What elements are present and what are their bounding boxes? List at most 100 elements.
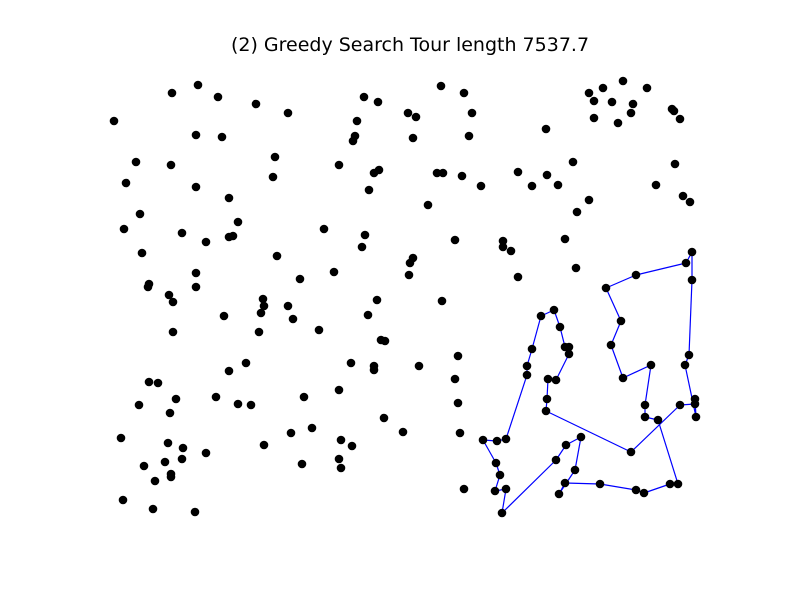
city-point bbox=[259, 440, 269, 450]
tour-segment bbox=[605, 274, 637, 289]
tour-segment bbox=[644, 364, 652, 406]
city-point bbox=[490, 486, 500, 496]
city-point bbox=[561, 440, 571, 450]
city-point bbox=[272, 251, 282, 261]
city-point bbox=[191, 268, 201, 278]
tour-layer bbox=[482, 251, 697, 514]
city-point bbox=[613, 118, 623, 128]
city-point bbox=[346, 358, 356, 368]
chart-title: (2) Greedy Search Tour length 7537.7 bbox=[230, 34, 590, 56]
city-point bbox=[691, 412, 701, 422]
city-point bbox=[283, 301, 293, 311]
city-point bbox=[109, 116, 119, 126]
city-point bbox=[405, 258, 415, 268]
city-point bbox=[360, 230, 370, 240]
city-point bbox=[642, 83, 652, 93]
city-point bbox=[134, 400, 144, 410]
city-point bbox=[246, 400, 256, 410]
city-point bbox=[551, 375, 561, 385]
city-point bbox=[178, 443, 188, 453]
city-point bbox=[118, 495, 128, 505]
city-point bbox=[160, 457, 170, 467]
city-point bbox=[144, 377, 154, 387]
city-point bbox=[646, 360, 656, 370]
city-point bbox=[369, 168, 379, 178]
city-point bbox=[380, 336, 390, 346]
city-point bbox=[492, 436, 502, 446]
city-point bbox=[685, 197, 695, 207]
city-point bbox=[601, 283, 611, 293]
city-point bbox=[233, 399, 243, 409]
city-point bbox=[626, 108, 636, 118]
city-point bbox=[251, 99, 261, 109]
city-point bbox=[357, 242, 367, 252]
city-point bbox=[137, 248, 147, 258]
tour-segment bbox=[574, 436, 582, 471]
city-point bbox=[542, 394, 552, 404]
city-point bbox=[595, 479, 605, 489]
city-point bbox=[191, 282, 201, 292]
city-point bbox=[478, 435, 488, 445]
city-point bbox=[256, 308, 266, 318]
city-point bbox=[576, 432, 586, 442]
city-point bbox=[190, 507, 200, 517]
city-point bbox=[336, 435, 346, 445]
city-point bbox=[268, 172, 278, 182]
city-point bbox=[549, 305, 559, 315]
city-point bbox=[678, 191, 688, 201]
city-point bbox=[166, 160, 176, 170]
city-point bbox=[628, 99, 638, 109]
city-point bbox=[372, 295, 382, 305]
city-point bbox=[438, 168, 448, 178]
city-point bbox=[193, 80, 203, 90]
city-point bbox=[687, 247, 697, 257]
city-point bbox=[177, 228, 187, 238]
tour-segment bbox=[657, 419, 679, 485]
city-point bbox=[398, 427, 408, 437]
city-point bbox=[334, 160, 344, 170]
city-point bbox=[258, 294, 268, 304]
city-point bbox=[651, 180, 661, 190]
city-point bbox=[639, 488, 649, 498]
city-point bbox=[607, 97, 617, 107]
city-point bbox=[437, 296, 447, 306]
city-point bbox=[224, 366, 234, 376]
city-point bbox=[139, 461, 149, 471]
city-point bbox=[498, 242, 508, 252]
city-point bbox=[403, 108, 413, 118]
city-point bbox=[453, 398, 463, 408]
tour-segment bbox=[555, 353, 570, 381]
city-point bbox=[554, 489, 564, 499]
city-point bbox=[669, 106, 679, 116]
city-point bbox=[684, 350, 694, 360]
tour-segment bbox=[635, 262, 687, 276]
city-point bbox=[522, 370, 532, 380]
city-point bbox=[436, 81, 446, 91]
city-point bbox=[171, 394, 181, 404]
city-point bbox=[506, 246, 516, 256]
city-point bbox=[541, 124, 551, 134]
city-point bbox=[675, 114, 685, 124]
city-point bbox=[560, 234, 570, 244]
city-point bbox=[536, 311, 546, 321]
tour-segment bbox=[630, 404, 681, 453]
city-point bbox=[464, 131, 474, 141]
city-point bbox=[476, 181, 486, 191]
city-point bbox=[522, 361, 532, 371]
city-point bbox=[369, 365, 379, 375]
city-point bbox=[359, 92, 369, 102]
city-point bbox=[681, 258, 691, 268]
city-point bbox=[116, 433, 126, 443]
tour-segment bbox=[610, 320, 622, 346]
city-point bbox=[411, 112, 421, 122]
city-point bbox=[640, 412, 650, 422]
city-point bbox=[564, 349, 574, 359]
city-point bbox=[217, 132, 227, 142]
city-point bbox=[334, 385, 344, 395]
city-point bbox=[459, 484, 469, 494]
city-point bbox=[553, 180, 563, 190]
city-point bbox=[665, 479, 675, 489]
tour-segment bbox=[531, 315, 542, 350]
city-point bbox=[299, 392, 309, 402]
tour-segment bbox=[605, 287, 622, 322]
